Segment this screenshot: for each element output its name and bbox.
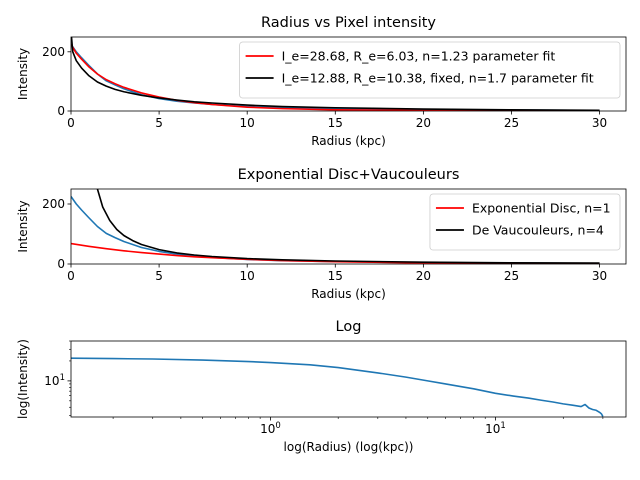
legend-box (429, 193, 621, 251)
y-tick-label: 101 (44, 373, 65, 388)
y-tick-label: 200 (42, 45, 65, 59)
x-tick-label: 5 (155, 269, 163, 283)
x-axis-label: log(Radius) (log(kpc)) (284, 440, 414, 454)
x-tick-label: 0 (67, 269, 75, 283)
x-tick-label: 100 (260, 421, 281, 436)
legend-label: I_e=28.68, R_e=6.03, n=1.23 parameter fi… (282, 49, 556, 64)
x-tick-label: 30 (592, 269, 607, 283)
x-tick-label: 10 (240, 116, 255, 130)
x-tick-label: 25 (504, 269, 519, 283)
chart-title: Radius vs Pixel intensity (261, 15, 436, 31)
plot-area (71, 37, 600, 111)
x-tick-label: 0 (67, 116, 75, 130)
x-axis-label: Radius (kpc) (311, 287, 386, 301)
x-tick-label: 20 (416, 269, 431, 283)
legend: Exponential Disc, n=1 De Vaucouleurs, n=4 (429, 193, 621, 251)
y-tick-label: 0 (57, 104, 65, 118)
chart-title: Log (336, 319, 362, 335)
y-axis-label: log(Intensity) (16, 339, 30, 419)
x-tick-label: 25 (504, 116, 519, 130)
x-tick-label: 15 (328, 269, 343, 283)
y-axis-label: Intensity (16, 200, 30, 252)
legend-label: Exponential Disc, n=1 (472, 201, 611, 216)
axes-frame (70, 340, 627, 418)
y-tick-label: 0 (57, 257, 65, 271)
chart-title: Exponential Disc+Vaucouleurs (238, 167, 460, 183)
series-line-1 (71, 357, 604, 417)
subplot-3: 100 101 101 Log log(Radius) (log(kpc)) log(In… (16, 319, 627, 454)
legend-box (239, 41, 621, 99)
y-axis-label: Intensity (16, 48, 30, 100)
subplot-1: 0 5 10 15 20 25 30 0 200 Radius vs Pixel intensit… (16, 15, 627, 148)
plot-area (71, 357, 604, 417)
series-line-3 (96, 189, 600, 264)
plot-area (71, 189, 600, 264)
legend-label: De Vaucouleurs, n=4 (472, 223, 604, 238)
x-tick-label: 15 (328, 116, 343, 130)
x-tick-label: 101 (485, 421, 506, 436)
series-line-3 (71, 37, 600, 111)
legend-label: I_e=12.88, R_e=10.38, fixed, n=1.7 param… (282, 71, 594, 86)
x-tick-label: 5 (155, 116, 163, 130)
legend: I_e=28.68, R_e=6.03, n=1.23 parameter fi… (239, 41, 621, 99)
x-axis-label: Radius (kpc) (311, 134, 386, 148)
x-tick-label: 20 (416, 116, 431, 130)
series-line-2 (71, 43, 600, 111)
y-tick-label: 200 (42, 197, 65, 211)
x-tick-label: 30 (592, 116, 607, 130)
axes-frame (70, 188, 627, 265)
subplot-2: 0 5 10 15 20 25 30 0 200 Exponential Disc+Vaucoul… (16, 167, 627, 301)
axes-frame (70, 36, 627, 112)
x-tick-label: 10 (240, 269, 255, 283)
